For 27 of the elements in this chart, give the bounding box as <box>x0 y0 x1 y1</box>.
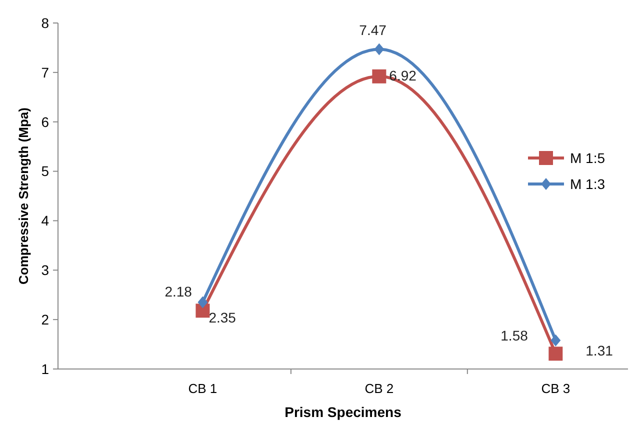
legend-label: M 1:3 <box>570 176 606 192</box>
data-label: 1.58 <box>500 327 528 344</box>
data-label: 6.92 <box>389 67 417 84</box>
y-tick-label: 4 <box>41 212 50 229</box>
x-tick-label: CB 1 <box>188 381 218 396</box>
y-tick-label: 3 <box>41 262 50 278</box>
y-tick-label: 7 <box>41 64 50 80</box>
y-tick-label: 2 <box>41 311 50 328</box>
y-tick-label: 8 <box>41 14 50 31</box>
point <box>550 334 561 346</box>
data-label: 7.47 <box>359 22 387 38</box>
y-tick-label: 1 <box>41 360 50 377</box>
data-label: 2.18 <box>164 284 192 300</box>
legend-label: M 1:5 <box>570 150 606 166</box>
data-label: 1.31 <box>586 342 614 359</box>
y-tick-label: 6 <box>41 114 50 130</box>
x-axis-title: Prism Specimens <box>284 404 402 420</box>
point <box>374 43 384 56</box>
point <box>372 69 386 84</box>
x-tick-label: CB 3 <box>541 381 570 396</box>
point <box>198 296 208 308</box>
y-axis-title: Compressive Strength (Mpa) <box>16 108 31 284</box>
data-label: 2.35 <box>208 309 236 326</box>
x-tick-label: CB 2 <box>364 381 394 396</box>
point <box>548 346 563 361</box>
y-tick-label: 5 <box>41 163 50 180</box>
point <box>196 304 210 318</box>
